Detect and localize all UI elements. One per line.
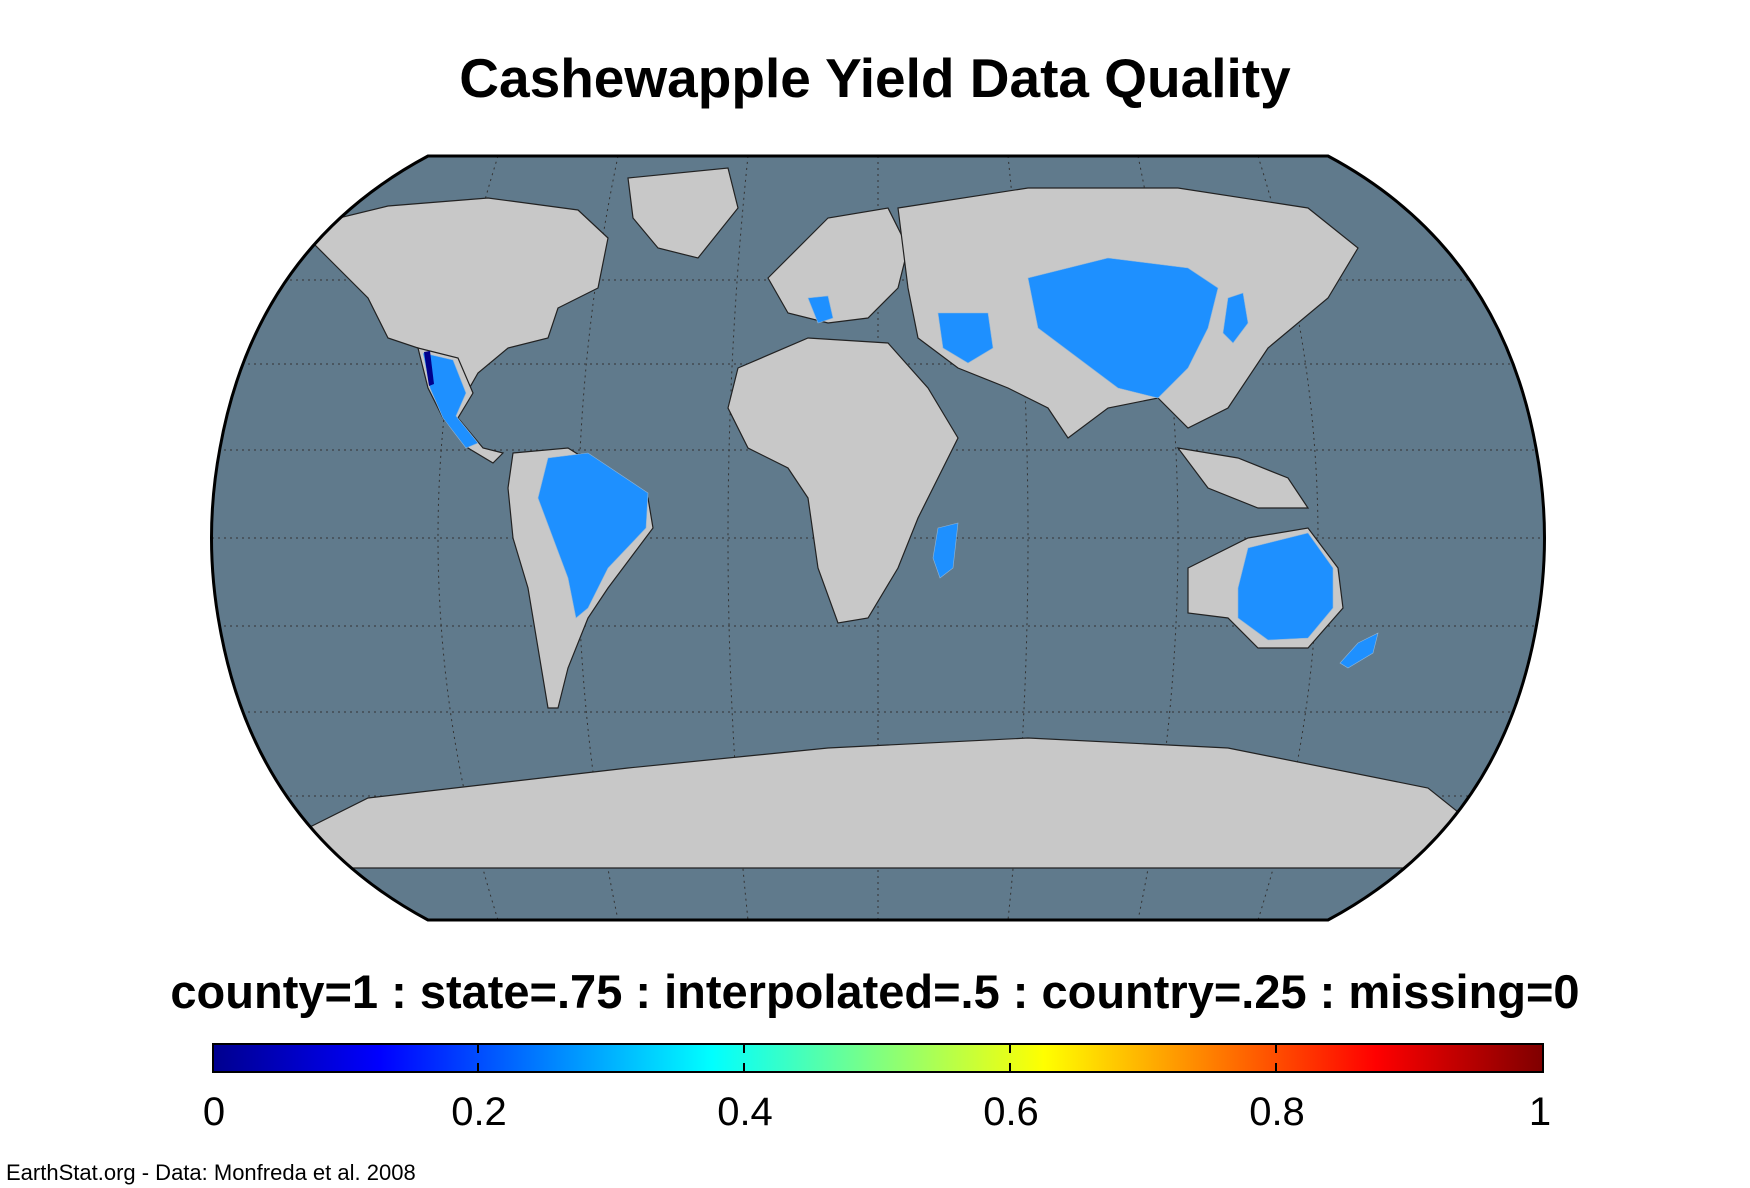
colorbar	[212, 1043, 1544, 1073]
tick-mark	[743, 1043, 745, 1053]
region-iran	[937, 312, 994, 364]
legend-title: county=1 : state=.75 : interpolated=.5 :…	[170, 965, 1580, 1018]
southeast-asia-islands	[1176, 447, 1310, 509]
north-america	[296, 197, 609, 409]
tick-mark	[477, 1063, 479, 1073]
region-new-zealand	[1339, 632, 1379, 669]
region-mexico	[422, 352, 479, 449]
tick-mark	[1009, 1063, 1011, 1073]
region-madagascar	[932, 522, 959, 579]
tick-label: 0	[202, 1090, 226, 1134]
tick-mark	[1275, 1043, 1277, 1053]
tick-mark	[477, 1043, 479, 1053]
europe	[767, 207, 909, 324]
tick-mark	[1009, 1043, 1011, 1053]
tick-mark	[1275, 1063, 1277, 1073]
region-china	[1027, 257, 1219, 399]
region-japan	[1222, 292, 1249, 344]
tick-label: 0.6	[983, 1090, 1039, 1134]
africa	[727, 337, 959, 624]
chart-title: Cashewapple Yield Data Quality	[459, 47, 1291, 109]
globe-outline	[210, 154, 1546, 922]
credit-text: EarthStat.org - Data: Monfreda et al. 20…	[6, 1160, 416, 1185]
tick-label: 0.8	[1249, 1090, 1305, 1134]
tick-label: 0.2	[451, 1090, 507, 1134]
data-regions	[422, 257, 1379, 669]
region-brazil	[537, 452, 649, 619]
greenland	[627, 167, 739, 259]
world-map	[210, 154, 1546, 922]
tick-label: 0.4	[717, 1090, 773, 1134]
region-australia	[1237, 532, 1334, 641]
antarctica	[227, 737, 1530, 869]
tick-label: 1	[1528, 1090, 1552, 1134]
region-texas-border	[424, 351, 434, 386]
colorbar-ticks	[212, 1043, 1544, 1073]
tick-mark	[743, 1063, 745, 1073]
region-italy	[807, 295, 834, 324]
